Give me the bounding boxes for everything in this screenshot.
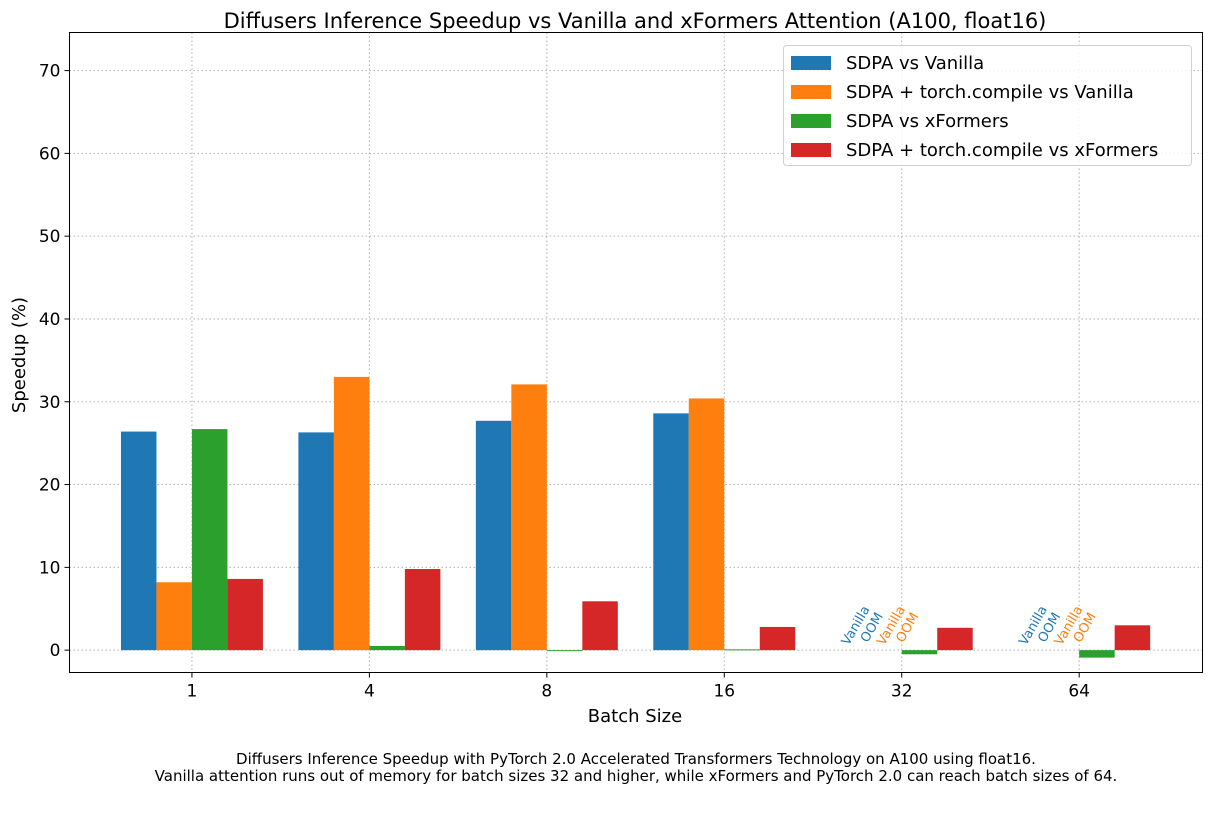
bar <box>937 627 973 651</box>
bar <box>333 376 370 651</box>
legend-swatch <box>791 56 831 70</box>
legend-swatch <box>791 143 831 157</box>
oom-annotation: VanillaOOM <box>874 603 922 656</box>
legend-label: SDPA + torch.compile vs xFormers <box>846 140 1158 161</box>
bar <box>298 432 334 651</box>
y-tick-label: 30 <box>39 393 61 413</box>
caption-line-2: Vanilla attention runs out of memory for… <box>155 767 1118 785</box>
legend-swatch <box>791 85 831 99</box>
bar <box>759 626 796 651</box>
y-tick-label: 60 <box>39 144 61 164</box>
bar <box>369 646 405 651</box>
y-axis-label: Speedup (%) <box>9 297 30 413</box>
legend-label: SDPA vs Vanilla <box>846 53 984 74</box>
bar <box>511 384 547 651</box>
chart-title: Diffusers Inference Speedup vs Vanilla a… <box>224 9 1047 33</box>
bar <box>120 431 157 651</box>
x-tick-label: 4 <box>364 682 375 702</box>
bar <box>404 569 441 651</box>
bar <box>1114 625 1151 651</box>
legend: SDPA vs Vanilla SDPA + torch.compile vs V… <box>783 45 1192 166</box>
bar <box>724 649 760 651</box>
legend-swatch <box>791 114 831 128</box>
oom-annotation: VanillaOOM <box>1016 603 1064 656</box>
caption-line-1: Diffusers Inference Speedup with PyTorch… <box>236 750 1036 768</box>
y-tick-label: 10 <box>39 558 61 578</box>
x-tick-label: 64 <box>1068 682 1090 702</box>
x-tick-label: 16 <box>713 682 735 702</box>
bar <box>475 420 512 651</box>
bar <box>156 582 192 651</box>
x-axis-label: Batch Size <box>588 706 682 727</box>
bar <box>688 398 725 651</box>
y-tick-label: 70 <box>39 62 61 82</box>
y-tick-label: 50 <box>39 227 61 247</box>
bar <box>653 413 689 651</box>
x-tick-label: 8 <box>541 682 552 702</box>
bar <box>227 578 263 651</box>
x-tick-label: 1 <box>187 682 198 702</box>
bar <box>582 601 618 651</box>
oom-annotation: VanillaOOM <box>839 603 887 656</box>
plot-frame <box>69 32 1203 673</box>
x-tick-label: 32 <box>891 682 913 702</box>
y-tick-label: 0 <box>50 641 61 661</box>
bar <box>901 650 938 655</box>
legend-box <box>783 45 1192 166</box>
legend-label: SDPA + torch.compile vs Vanilla <box>846 82 1134 103</box>
y-tick-label: 20 <box>39 476 61 496</box>
y-tick-label: 40 <box>39 310 61 330</box>
legend-label: SDPA vs xFormers <box>846 111 1009 132</box>
oom-annotation: VanillaOOM <box>1052 603 1100 656</box>
bar <box>1079 650 1115 658</box>
bar <box>191 429 228 651</box>
bar <box>546 650 583 652</box>
